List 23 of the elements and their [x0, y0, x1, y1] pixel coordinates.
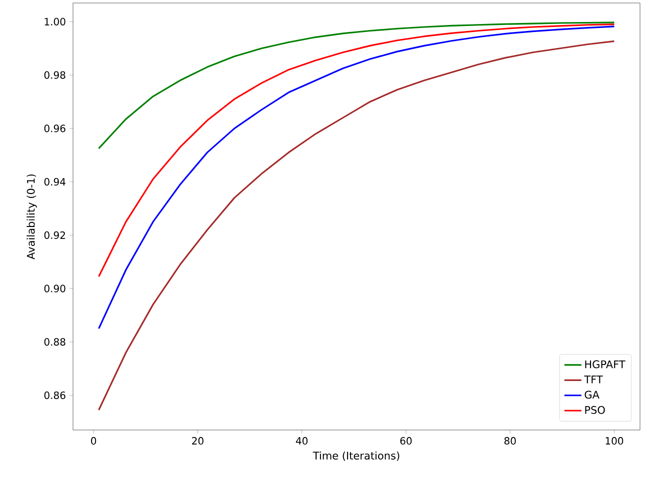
- x-tick-label: 60: [400, 437, 412, 445]
- x-tick-label: 100: [606, 437, 624, 445]
- legend-label: GA: [584, 390, 600, 399]
- y-tick-label: 0.92: [44, 231, 65, 239]
- y-tick-label: 0.90: [44, 284, 66, 292]
- x-axis-title: Time (Iterations): [312, 451, 400, 461]
- x-tick-label: 80: [504, 437, 516, 445]
- x-tick-label: 0: [91, 437, 96, 445]
- legend-label: TFT: [584, 376, 603, 384]
- legend-label: PSO: [585, 406, 605, 414]
- x-tick-label: 20: [192, 437, 204, 445]
- line-series: [98, 26, 616, 330]
- line-series: [98, 24, 616, 278]
- y-tick-label: 0.98: [44, 71, 66, 79]
- legend-label: HGPAFT: [585, 360, 626, 368]
- y-tick-label: 0.96: [44, 124, 66, 132]
- x-tick-label: 40: [296, 437, 308, 445]
- line-series: [98, 22, 616, 150]
- y-tick-label: 0.94: [44, 178, 66, 186]
- y-axis-title: Availability (0-1): [26, 174, 37, 260]
- y-tick-label: 0.88: [44, 338, 66, 346]
- y-tick-label: 0.86: [44, 392, 66, 400]
- y-tick-label: 1.00: [44, 18, 66, 26]
